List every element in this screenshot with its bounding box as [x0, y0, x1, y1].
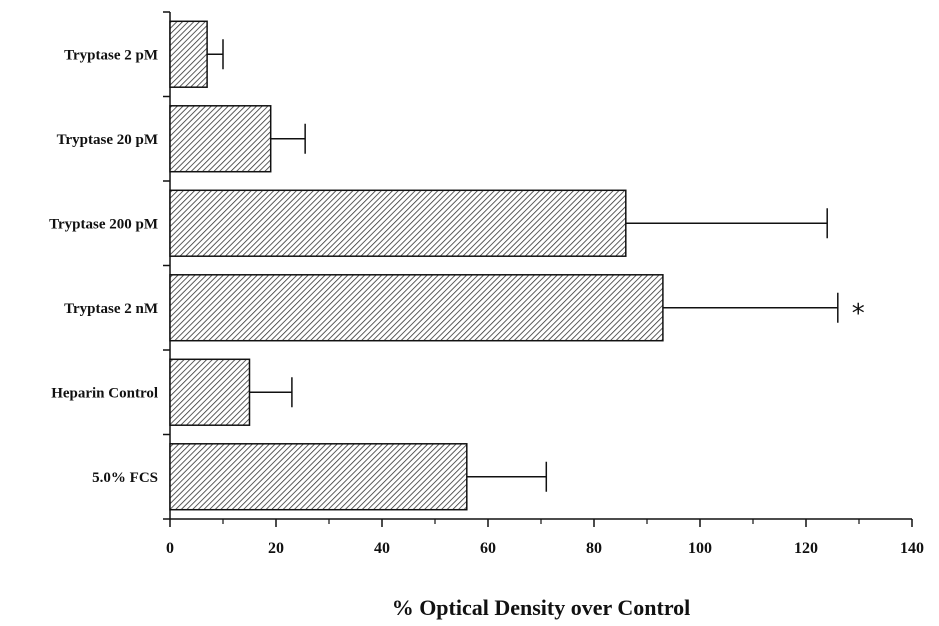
x-tick-label: 20 [268, 540, 284, 557]
bar [169, 443, 468, 511]
x-tick-label: 100 [688, 540, 712, 557]
bar [169, 20, 208, 88]
category-label: Tryptase 20 pM [57, 132, 158, 148]
x-tick-label: 40 [374, 540, 390, 557]
x-tick-label: 60 [480, 540, 496, 557]
plot-area: 0 20 40 60 80 100 120 140 Tryptase 2 pM Tryptase … [49, 11, 924, 557]
x-tick-label: 80 [586, 540, 602, 557]
significance-annotation: * [852, 299, 865, 329]
category-label: 5.0% FCS [92, 470, 158, 486]
bar [169, 358, 251, 426]
bar [169, 189, 627, 257]
category-label: Tryptase 2 nM [64, 301, 158, 317]
x-tick-label: 0 [166, 540, 174, 557]
category-label: Tryptase 200 pM [49, 216, 158, 232]
category-label: Tryptase 2 pM [64, 47, 158, 63]
x-tick-label: 120 [794, 540, 818, 557]
bar [169, 274, 664, 342]
x-axis-title: % Optical Density over Control [392, 595, 691, 620]
category-label: Heparin Control [51, 385, 158, 401]
bar [169, 105, 272, 173]
x-tick-label: 140 [900, 540, 924, 557]
